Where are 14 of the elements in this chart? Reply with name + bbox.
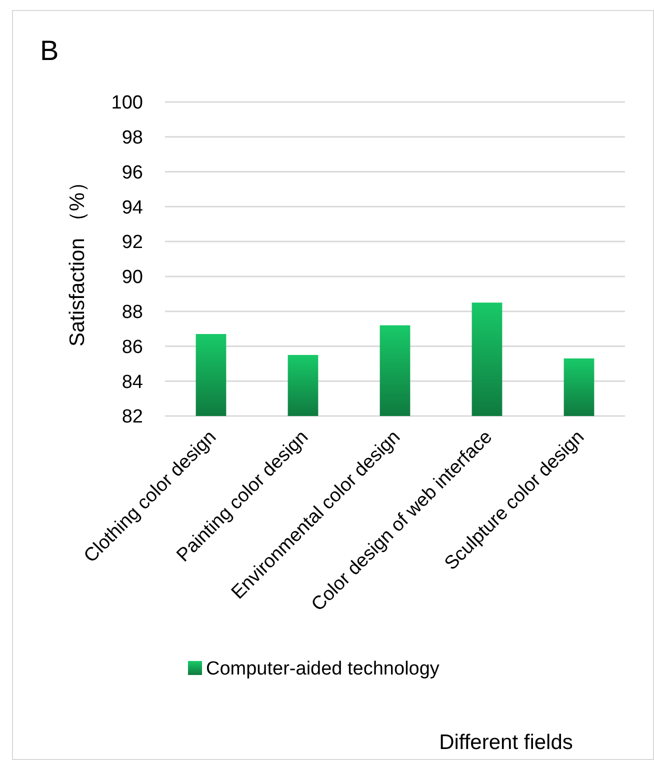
y-axis-title: Satisfaction （%） (66, 171, 89, 347)
y-tick-label: 86 (122, 336, 143, 358)
legend-label: Computer-aided technology (206, 658, 440, 680)
y-tick-label: 90 (122, 267, 143, 288)
y-tick-label: 100 (111, 92, 143, 114)
chart-title: B (40, 35, 59, 66)
y-tick-label: 82 (122, 406, 143, 428)
y-tick-label: 88 (122, 302, 143, 323)
y-tick-label: 94 (122, 197, 144, 218)
y-tick-label: 92 (122, 232, 143, 254)
y-tick-label: 96 (122, 162, 143, 184)
text: Different fields (439, 731, 573, 754)
y-tick-label: 98 (122, 128, 143, 149)
y-tick-label: 84 (122, 372, 144, 393)
